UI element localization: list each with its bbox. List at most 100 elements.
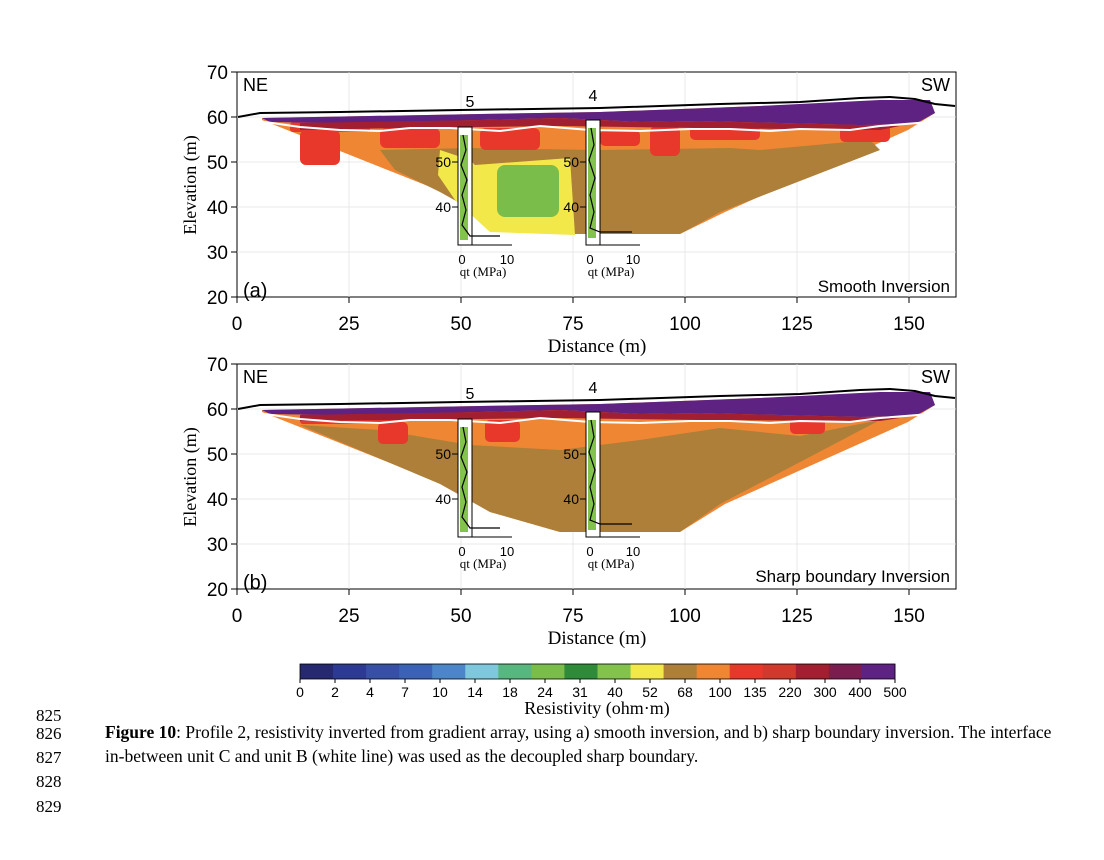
panel-a-ylabel: Elevation (m) [180,135,201,234]
panel-b-interface-line [264,413,931,425]
panel-a-cpt-4-qt-10: 10 [626,252,640,267]
colorbar-tick-label: 400 [848,684,872,700]
colorbar-tick-label: 10 [432,684,448,700]
colorbar-tick-label: 2 [331,684,339,700]
colorbar-tick-label: 52 [642,684,658,700]
colorbar-swatch [498,664,532,679]
panel-a-cpt-4-tick-40: 40 [563,199,579,215]
colorbar-swatch [399,664,433,679]
panel-b-cpt-5 [452,418,512,538]
colorbar-swatch [300,664,334,679]
panel-a-cpt-4-qt-label: qt (MPa) [588,264,635,279]
panel-b-top-band [262,392,935,417]
colorbar-swatch [597,664,631,679]
colorbar-tick-label: 14 [467,684,483,700]
colorbar-tick-label: 18 [502,684,518,700]
colorbar-swatches [300,664,896,679]
panel-a-panel-label: (a) [243,280,267,302]
svg-text:75: 75 [562,606,583,627]
colorbar-tick-label: 7 [401,684,409,700]
colorbar-swatch [795,664,830,679]
svg-text:50: 50 [207,153,228,174]
svg-text:25: 25 [338,314,359,335]
colorbar-tick-label: 220 [778,684,802,700]
panel-a-cpt-5 [452,126,512,246]
panel-a-cpt-5-qt-0: 0 [458,252,465,267]
panel-b-cpt-5-qt-0: 0 [458,544,465,559]
svg-text:0: 0 [232,606,243,627]
panel-a-left-label: NE [243,75,268,95]
colorbar-swatch [366,664,400,679]
line-number-825: 825 [36,706,62,725]
panel-b-cpt-5-qt-label: qt (MPa) [460,556,507,571]
panel-a-right-label: SW [921,75,950,95]
panel-a-top-band [262,100,935,125]
svg-text:125: 125 [781,606,813,627]
svg-text:30: 30 [207,535,228,556]
svg-text:50: 50 [450,314,471,335]
panel-a-y-tick-labels: 70 60 50 40 30 20 [207,63,228,309]
svg-text:150: 150 [893,314,925,335]
panel-b-right-label: SW [921,367,950,387]
panel-b-cpt-4-number: 4 [589,380,598,397]
svg-text:20: 20 [207,580,228,601]
svg-text:30: 30 [207,243,228,264]
panel-a-cpt-5-qt-10: 10 [500,252,514,267]
panel-a-interface-line [264,121,931,133]
colorbar-frame [299,663,896,680]
panel-b-cpt-4-qt-10: 10 [626,544,640,559]
panel-b-inversion-label: Sharp boundary Inversion [755,567,950,586]
figure-caption: Figure 10: Profile 2, resistivity invert… [105,720,1065,768]
colorbar-swatch [432,664,466,679]
panel-b-cpt-5-qt-10: 10 [500,544,514,559]
panel-b-cpt-4 [580,411,640,538]
panel-b-cpt-5-tick-50: 50 [435,446,451,462]
panel-a-surface-line [237,95,956,118]
colorbar-swatch [564,664,598,679]
colorbar-swatch [762,664,797,679]
colorbar-tick-labels: 0 2 4 7 10 14 18 24 31 40 52 68 100 135 220 300 400 500 [296,679,907,700]
panel-b-cpt-4-tick-50: 50 [563,446,579,462]
panel-b-cpt-5-tick-40: 40 [435,491,451,507]
colorbar-tick-label: 500 [883,684,907,700]
panel-b-x-tick-labels: 0 25 50 75 100 125 150 [232,606,925,627]
figure-caption-label: Figure 10 [105,722,177,742]
panel-b-left-label: NE [243,367,268,387]
panel-a-cpt-4-tick-50: 50 [563,154,579,170]
panel-a-cpt-4-number: 4 [589,88,598,105]
svg-text:100: 100 [669,314,701,335]
svg-text:50: 50 [207,445,228,466]
line-number-829: 829 [36,797,62,816]
colorbar-label: Resistivity (ohm·m) [524,698,670,719]
panel-b-ylabel: Elevation (m) [180,427,201,526]
panel-a-cpt-5-tick-50: 50 [435,154,451,170]
colorbar-tick-label: 300 [813,684,837,700]
svg-text:150: 150 [893,606,925,627]
colorbar-swatch [531,664,565,679]
panel-a-green-anomaly [497,165,559,217]
line-number-826: 826 [36,724,62,743]
colorbar-swatch [861,664,896,679]
line-number-827: 827 [36,748,62,767]
colorbar-swatch [828,664,863,679]
colorbar-tick-label: 100 [708,684,732,700]
panel-b-surface-line [237,387,956,410]
colorbar-tick-label: 24 [537,684,553,700]
panel-a-cpt-5-number: 5 [466,94,475,111]
svg-text:60: 60 [207,108,228,129]
panel-b-panel-label: (b) [243,572,267,594]
svg-text:75: 75 [562,314,583,335]
svg-text:50: 50 [450,606,471,627]
svg-text:20: 20 [207,288,228,309]
colorbar-tick-label: 135 [743,684,767,700]
colorbar-swatch [663,664,698,679]
panel-b-xlabel: Distance (m) [548,628,647,649]
panel-a-inversion-label: Smooth Inversion [818,277,950,296]
colorbar-swatch [333,664,367,679]
colorbar: 0 2 4 7 10 14 18 24 31 40 52 68 100 135 220 300 400 500 R… [296,663,907,719]
panel-a-axis-ticks [231,71,910,303]
panel-b-cpt-4-tick-40: 40 [563,491,579,507]
